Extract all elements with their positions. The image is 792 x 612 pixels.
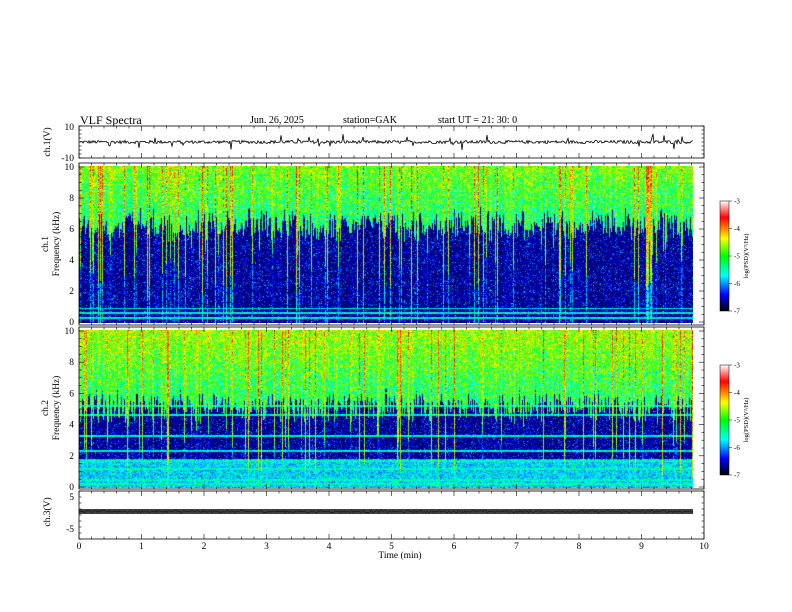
y-tick-label: 2 [69, 452, 74, 462]
x-tick-label: 4 [327, 542, 332, 552]
ch3-waveform-frame [78, 490, 705, 540]
ch1-spectrogram-image [79, 166, 693, 323]
y-tick-label: 4 [69, 256, 74, 266]
y-tick-label: 2 [69, 287, 74, 297]
ch1-spectrogram-ylabel-channel: ch.1 [41, 236, 51, 252]
ch2-spectrogram-panel: 0 2 4 6 8 10 ch.2 Frequency (kHz) [41, 326, 705, 493]
ch1-waveform-line [79, 133, 693, 151]
ch1-colorbar-label: log(PSD)(V²/Hz) [743, 234, 750, 279]
colorbar-tick-label: -3 [734, 198, 740, 206]
y-tick-label: 0 [69, 483, 74, 493]
colorbar-tick-label: -5 [734, 417, 740, 425]
x-tick-label: 6 [452, 542, 457, 552]
ch1-colorbar-gradient [719, 200, 730, 312]
ch2-colorbar-label: log(PSD)(V²/Hz) [743, 398, 750, 443]
ch2-spectrogram-canvas-holder [79, 330, 693, 488]
x-tick-label: 7 [514, 542, 519, 552]
start-time-label: start UT = 21: 30: 0 [438, 115, 517, 126]
x-tick-label: 3 [264, 542, 269, 552]
ch3-waveform-ticks [78, 490, 705, 540]
y-tick-label: 8 [69, 194, 74, 204]
y-tick-label: 6 [69, 225, 74, 235]
ch2-spectrogram-image [79, 330, 693, 488]
ch2-spectrogram-ylabel: Frequency (kHz) [51, 376, 62, 441]
y-tick-label: 8 [69, 358, 74, 368]
station-label: station=GAK [343, 115, 398, 126]
y-tick-label: 0 [69, 318, 74, 328]
colorbar-tick-label: -4 [734, 389, 740, 397]
ch1-waveform-ylabel: ch.1(V) [42, 127, 53, 156]
ch2-spectrogram-ylabel-channel: ch.2 [41, 400, 51, 416]
x-tick-label: 8 [577, 542, 582, 552]
y-tick-label: 10 [65, 327, 75, 337]
ch3-waveform-panel: 5 -5 ch.3(V) [42, 490, 705, 540]
date-label: Jun. 26, 2025 [250, 115, 304, 126]
colorbar-tick-label: -4 [734, 225, 740, 233]
ch1-ytick-bottom: -10 [61, 154, 74, 164]
x-tick-label: 1 [139, 542, 144, 552]
x-tick-label: 5 [389, 542, 394, 552]
x-tick-label: 9 [639, 542, 644, 552]
ch1-colorbar: -3 -4 -5 -6 -7 log(PSD)(V²/Hz) [719, 198, 750, 316]
ch2-colorbar: -3 -4 -5 -6 -7 log(PSD)(V²/Hz) [719, 362, 750, 480]
y-tick-label: 4 [69, 421, 74, 431]
ch1-waveform-panel: 10 -10 ch.1(V) [42, 123, 705, 164]
ch1-colorbar-ticks: -3 -4 -5 -6 -7 [729, 198, 740, 316]
ch1-waveform-ticks [78, 125, 705, 159]
y-tick-label: 10 [65, 163, 75, 173]
colorbar-tick-label: -3 [734, 362, 740, 370]
ch1-spectrogram-canvas-holder [79, 166, 693, 323]
y-tick-label: 6 [69, 389, 74, 399]
colorbar-tick-label: -6 [734, 444, 740, 452]
x-axis-label: Time (min) [378, 550, 421, 561]
figure-title: VLF Spectra [80, 113, 142, 127]
ch1-spectrogram-ylabel: Frequency (kHz) [51, 212, 62, 277]
ch2-colorbar-ticks: -3 -4 -5 -6 -7 [729, 362, 740, 480]
colorbar-tick-label: -6 [734, 280, 740, 288]
x-tick-label: 10 [699, 542, 709, 552]
ch2-colorbar-gradient [719, 364, 730, 476]
ch3-waveform-ylabel: ch.3(V) [42, 497, 53, 526]
ch1-ytick-top: 10 [65, 123, 75, 133]
ch2-spectrogram-ticks: 0 2 4 6 8 10 [65, 327, 705, 493]
ch3-waveform-line [79, 509, 694, 514]
x-tick-label: 0 [77, 542, 82, 552]
ch3-ytick-bottom: -5 [66, 525, 74, 535]
x-tick-label: 2 [202, 542, 207, 552]
ch1-spectrogram-ticks: 0 2 4 6 8 10 [65, 163, 705, 328]
ch1-spectrogram-panel: 0 2 4 6 8 10 ch.1 Frequency (kHz) [41, 162, 705, 328]
colorbar-tick-label: -5 [734, 253, 740, 261]
colorbar-tick-label: -7 [734, 308, 740, 316]
colorbar-tick-label: -7 [734, 472, 740, 480]
x-axis-tick-labels: 0 1 2 3 4 5 6 7 8 9 10 [77, 542, 709, 552]
ch3-ytick-top: 5 [69, 493, 74, 503]
